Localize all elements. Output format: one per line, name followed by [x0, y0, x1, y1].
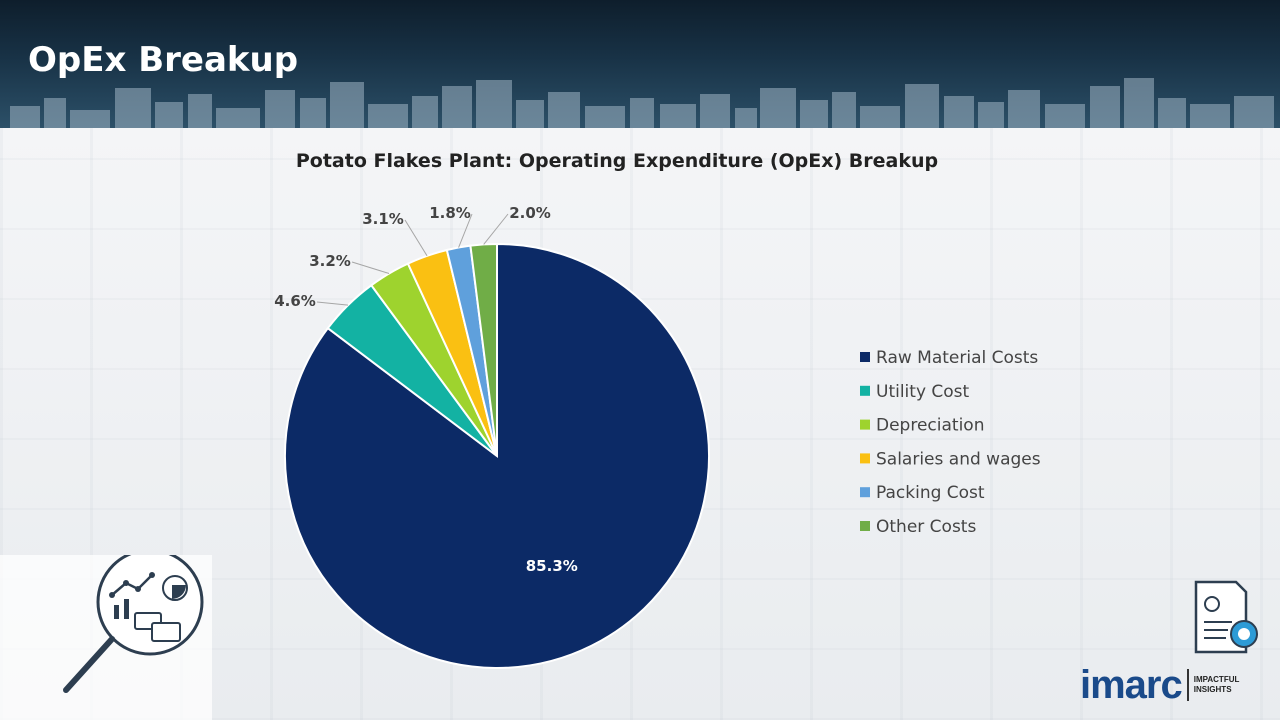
leader-line: [458, 213, 473, 248]
legend-item-label: Packing Cost: [876, 483, 985, 503]
legend-swatch: [860, 487, 870, 498]
report-finance-icon: [1194, 580, 1258, 654]
data-label-packing-cost: 1.8%: [429, 204, 471, 222]
page-title: OpEx Breakup: [28, 40, 299, 80]
pie-leader-lines: [316, 213, 509, 306]
leader-line: [483, 213, 509, 245]
data-label-utility-cost: 4.6%: [274, 292, 316, 310]
leader-line: [404, 219, 428, 257]
logo-divider: [1186, 669, 1189, 701]
legend-item-label: Depreciation: [876, 416, 984, 436]
pie-slices: [284, 242, 710, 669]
data-label-depreciation: 3.2%: [309, 252, 351, 270]
logo-tagline: IMPACTFUL INSIGHTS: [1194, 675, 1254, 695]
chart-legend: Raw Material Costs Utility Cost Depreciati…: [860, 348, 1041, 537]
legend-swatch: [860, 453, 870, 464]
header-banner: OpEx Breakup: [0, 0, 1280, 128]
pie-data-labels: 85.3% 4.6% 3.2% 3.1% 1.8% 2.0%: [274, 204, 578, 575]
city-skyline-decoration: [10, 78, 1274, 128]
legend-swatch: [860, 521, 870, 531]
leader-line: [351, 261, 390, 275]
logo-tagline-line-1: IMPACTFUL: [1193, 675, 1240, 684]
chart-title: Potato Flakes Plant: Operating Expenditu…: [296, 150, 938, 172]
data-label-raw-material-costs: 85.3%: [526, 557, 578, 575]
data-label-other-costs: 2.0%: [509, 204, 551, 222]
logo-wordmark: imarc: [1080, 662, 1183, 707]
logo-tagline-line-2: INSIGHTS: [1193, 685, 1232, 694]
legend-swatch: [860, 385, 870, 396]
pie-slice-other-costs: [469, 242, 498, 457]
leader-line: [316, 301, 349, 306]
legend-item-label: Utility Cost: [876, 382, 970, 402]
magnifier-analytics-icon: [0, 555, 212, 720]
data-label-salaries-and-wages: 3.1%: [362, 210, 404, 228]
legend-item-label: Other Costs: [876, 517, 976, 537]
imarc-logo: imarc IMPACTFUL INSIGHTS: [1080, 660, 1254, 710]
legend-swatch: [860, 419, 870, 430]
legend-swatch: [860, 352, 870, 362]
legend-item-label: Salaries and wages: [876, 449, 1041, 469]
legend-item-label: Raw Material Costs: [876, 348, 1038, 368]
